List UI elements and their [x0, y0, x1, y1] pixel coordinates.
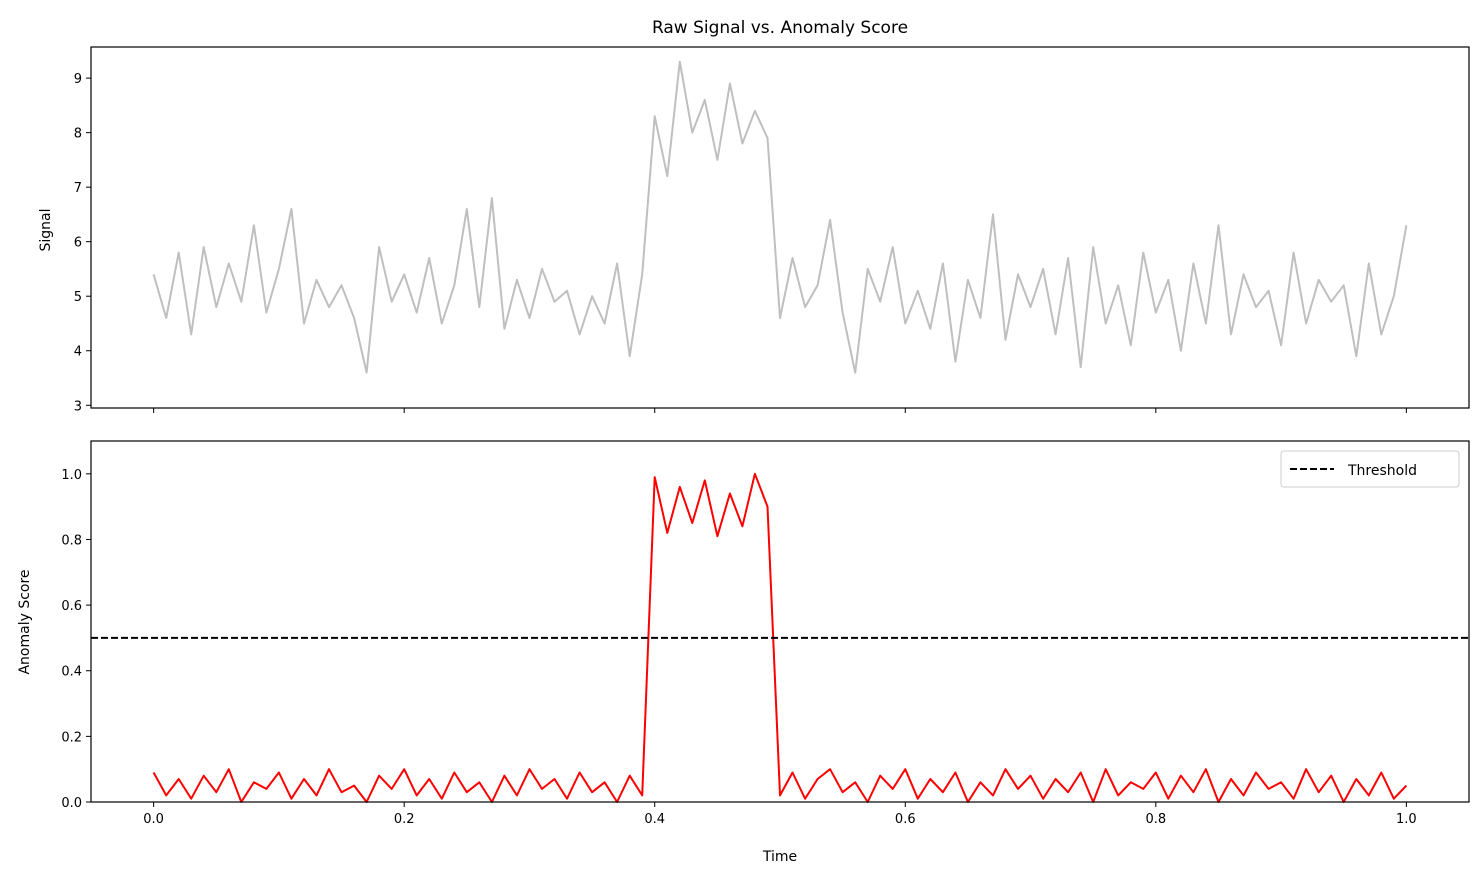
chart-title: Raw Signal vs. Anomaly Score — [652, 18, 908, 38]
series-line-signal — [152, 60, 1408, 374]
y-tick-label: 0.4 — [61, 665, 82, 680]
xlabel: Time — [762, 849, 797, 865]
anomaly-ylabel: Anomaly Score — [17, 569, 33, 674]
axes-frame — [90, 440, 1470, 803]
y-tick-label: 7 — [74, 181, 82, 196]
y-tick-label: 0.8 — [61, 533, 82, 548]
legend-threshold-label: Threshold — [1347, 463, 1417, 479]
y-tick-label: 1.0 — [61, 468, 82, 483]
y-tick-label: 4 — [74, 345, 82, 360]
y-tick-label: 0.0 — [61, 796, 82, 811]
x-tick-label: 0.2 — [394, 812, 415, 827]
x-tick-label: 0.6 — [895, 812, 916, 827]
legend: Threshold — [1280, 450, 1460, 488]
y-tick-label: 8 — [74, 127, 82, 142]
y-tick-label: 9 — [74, 72, 82, 87]
axes-frame — [90, 46, 1470, 409]
anomaly-axes: 0.0 0.2 0.4 0.6 0.8 1.0 0.0 0.2 0.4 0.6 0.8 1.0 — [61, 440, 1470, 827]
signal-ylabel: Signal — [38, 208, 54, 251]
x-tick-label: 0.0 — [143, 812, 164, 827]
y-tick-label: 0.6 — [61, 599, 82, 614]
y-tick-label: 3 — [74, 399, 82, 414]
x-tick-label: 1.0 — [1396, 812, 1417, 827]
x-tick-label: 0.4 — [644, 812, 665, 827]
series-line-anomaly-score — [152, 472, 1408, 803]
signal-axes: 3 4 5 6 7 8 9 — [74, 46, 1470, 414]
legend-frame — [1280, 450, 1460, 488]
y-tick-label: 5 — [74, 290, 82, 305]
y-tick-label: 0.2 — [61, 730, 82, 745]
y-tick-label: 6 — [74, 236, 82, 251]
x-tick-label: 0.8 — [1145, 812, 1166, 827]
